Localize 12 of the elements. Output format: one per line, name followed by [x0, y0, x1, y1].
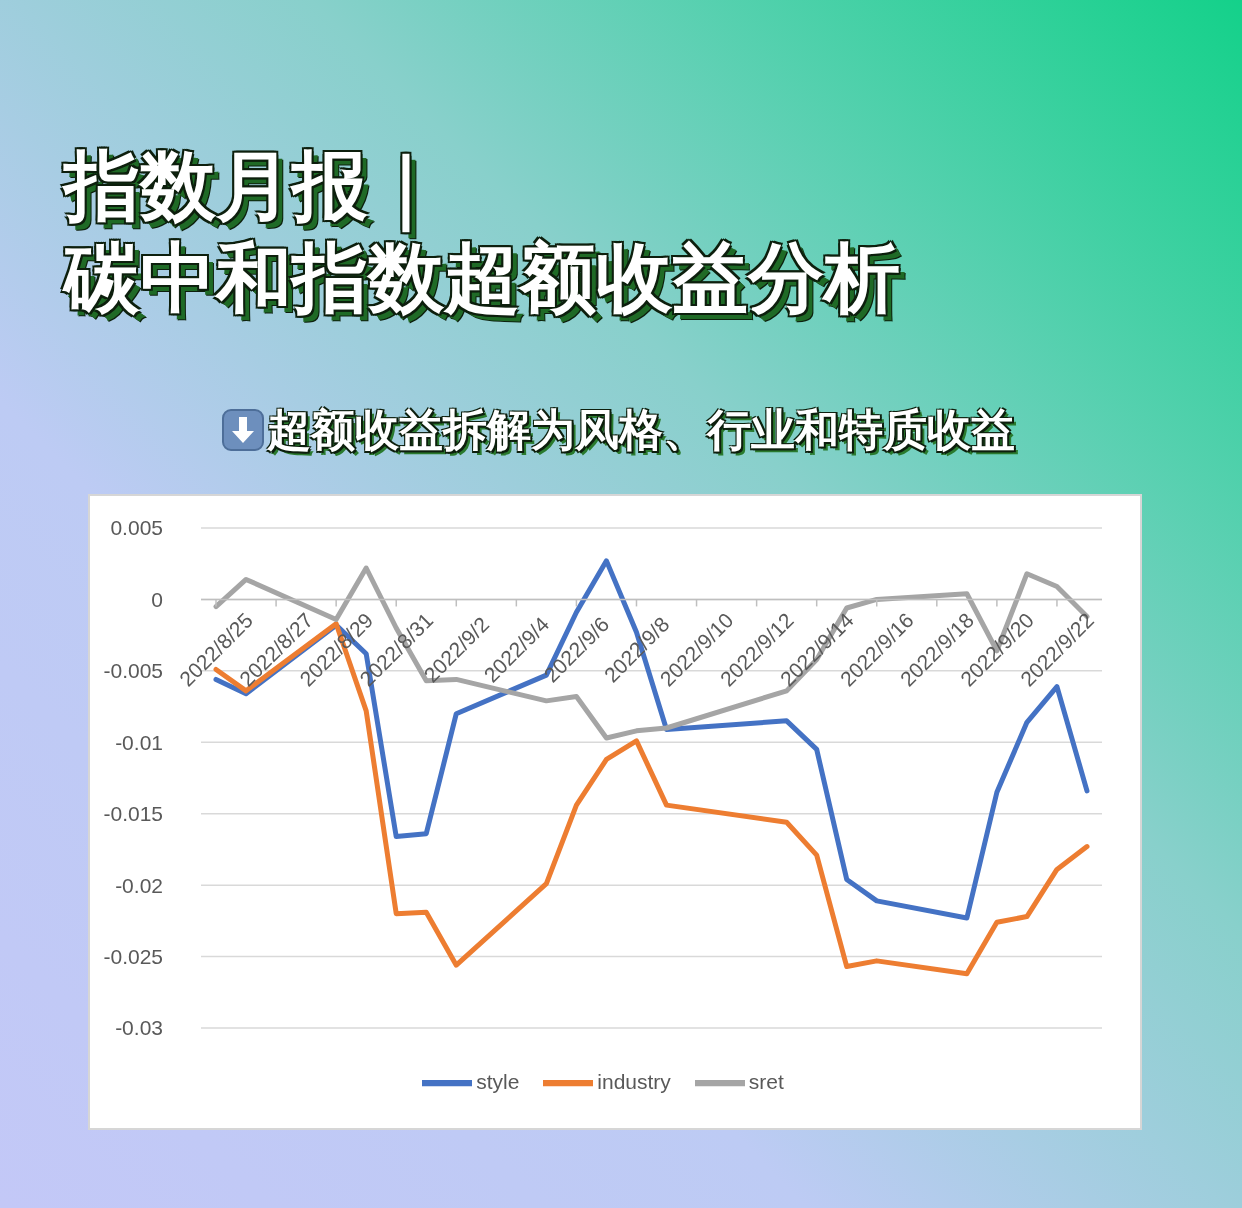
legend-label: sret [748, 1069, 784, 1093]
y-tick-label: -0.025 [103, 945, 163, 969]
y-tick-label: -0.02 [115, 873, 163, 897]
y-tick-label: -0.015 [103, 802, 163, 826]
y-tick-label: -0.01 [115, 730, 163, 754]
y-tick-label: 0 [151, 587, 163, 611]
y-tick-label: 0.005 [110, 516, 163, 540]
chart-subtitle: 超额收益拆解为风格、行业和特质收益 [267, 404, 1015, 456]
y-tick-label: -0.03 [115, 1016, 163, 1040]
legend-label: style [476, 1069, 520, 1093]
y-tick-label: -0.005 [103, 659, 163, 683]
legend-label: industry [597, 1069, 671, 1093]
